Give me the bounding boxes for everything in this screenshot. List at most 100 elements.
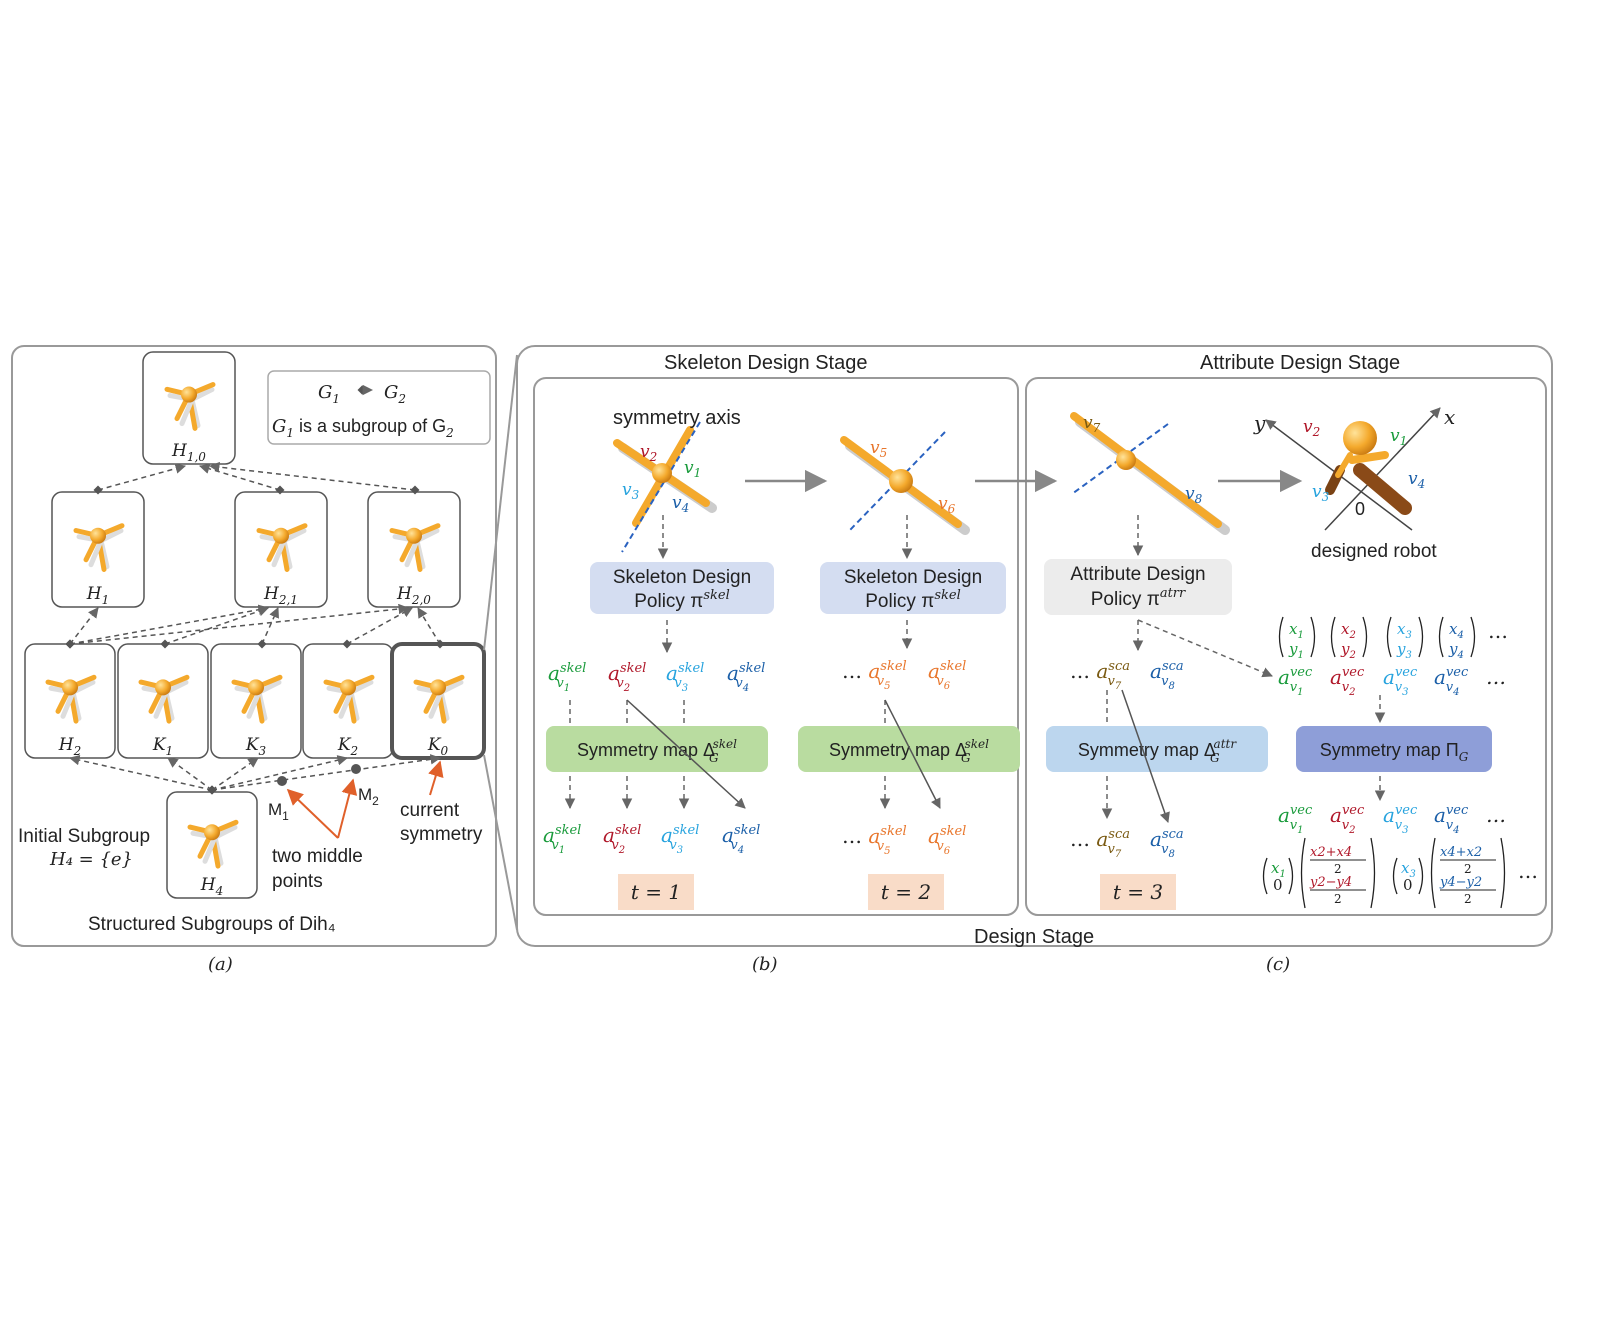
action-vec-v2: avec v2 (1330, 803, 1365, 836)
robot-glyph (256, 523, 308, 572)
map1-text: Symmetry map ΔGskel (577, 737, 737, 765)
action-skel-v6: askel v6 (928, 659, 966, 692)
action-skel-v2: askel v2 (603, 823, 641, 856)
svg-text:2: 2 (1334, 892, 1342, 906)
robot-step2 (840, 431, 970, 535)
zoom-line-bottom (483, 754, 518, 931)
symmetry-map-pi (1296, 726, 1492, 772)
points-label: points (272, 871, 323, 892)
policy2-line2: Policy πskel (865, 588, 960, 612)
vertex-label-v4: v4 (672, 493, 689, 515)
initial-subgroup-label: Initial Subgroup (18, 826, 150, 847)
action-skel-v5: … askel v5 (842, 659, 907, 692)
annotation-arrows (286, 760, 444, 839)
legend-box: G1 G2 G1 is a subgroup of G2 (267, 370, 491, 445)
action-vec-v1: avec v1 (1278, 803, 1313, 836)
action-skel-v1: askel v1 (548, 661, 586, 694)
svg-text:x1: x1 (1289, 620, 1304, 641)
map4-text: Symmetry map ΠG (1320, 740, 1469, 764)
node-label-k1: K1 (152, 735, 173, 758)
action-sca-v7: … asca v7 (1070, 827, 1130, 860)
svg-text:2: 2 (1464, 892, 1472, 906)
flow-arrows (564, 515, 1386, 820)
origin-label: 0 (1355, 499, 1365, 519)
panel-b-label: (b) (752, 954, 778, 975)
action-vec-v4: avec v4 (1434, 803, 1469, 836)
ellipsis: … (1488, 619, 1508, 643)
svg-text:y4−y2: y4−y2 (1439, 875, 1482, 890)
symmetry-map-skel-1 (546, 726, 768, 772)
panel-a-frame (11, 345, 497, 947)
action-skel-v4: askel v4 (722, 823, 760, 856)
svg-text:M1: M1 (268, 800, 289, 823)
vertex-label-v2: v2 (1303, 417, 1320, 439)
robot-glyph (138, 674, 190, 724)
subgroup-node-h4: H4 (166, 791, 258, 899)
robot-step3 (1070, 412, 1230, 535)
robot-glyph (413, 674, 465, 724)
vertex-label-v1: v1 (1390, 426, 1407, 448)
robot-glyph (231, 674, 283, 724)
projected-vector-v3: x30 (1392, 857, 1424, 895)
svg-text:x4: x4 (1449, 620, 1464, 641)
subgroup-node-k2: K2 (302, 643, 394, 759)
svg-text:2: 2 (1464, 862, 1472, 876)
vertex-label-v2: v2 (640, 442, 657, 464)
vertex-label-v3: v3 (1312, 482, 1330, 504)
symmetry-axis-label: symmetry axis (613, 407, 741, 429)
time-step-1: t = 1 (631, 880, 681, 904)
subgroup-node-h10: H1,0 (142, 351, 236, 465)
robot-glyph (73, 523, 125, 572)
vertex-label-v3: v3 (622, 480, 640, 502)
svg-text:x2+x4: x2+x4 (1310, 845, 1352, 860)
design-stage-title: Design Stage (974, 926, 1094, 948)
robot-glyph (187, 819, 239, 869)
panel-a-label: (a) (208, 954, 233, 975)
ellipsis: … (1518, 859, 1538, 883)
svg-text:x4+x2: x4+x2 (1440, 845, 1482, 860)
panel-a-caption: Structured Subgroups of Dih₄ (88, 914, 336, 935)
vertex-label-v5: v5 (870, 438, 887, 460)
map3-text: Symmetry map ΔGattr (1078, 737, 1237, 765)
node-label-k2: K2 (337, 735, 358, 758)
svg-text:M2: M2 (358, 785, 379, 808)
node-label-k3: K3 (245, 735, 267, 758)
svg-text:0: 0 (1273, 876, 1283, 894)
middle-point-m2 (351, 764, 361, 774)
action-sca-v8: asca v8 (1150, 659, 1184, 692)
action-sca-v7: … asca v7 (1070, 659, 1130, 692)
action-vec-v2: avec v2 (1330, 665, 1365, 698)
projected-vector-v1: x10 (1262, 857, 1294, 895)
current-label: current (400, 800, 460, 821)
svg-text:y4: y4 (1448, 640, 1464, 661)
time-step-2: t = 2 (881, 880, 931, 904)
action-skel-v1: askel v1 (543, 823, 581, 856)
svg-text:G1: G1 (318, 382, 340, 406)
action-skel-v6: askel v6 (928, 824, 966, 857)
vertex-label-v6: v6 (938, 494, 956, 516)
skeleton-policy-box-2 (820, 562, 1006, 614)
subgroup-node-h21: H2,1 (234, 491, 328, 608)
svg-text:G2: G2 (384, 382, 406, 406)
design-stage-frame (516, 345, 1553, 947)
symmetry-map-attr (1046, 726, 1268, 772)
action-skel-v5: … askel v5 (842, 824, 907, 857)
svg-text:y3: y3 (1396, 640, 1412, 661)
ellipsis: … (1486, 665, 1506, 689)
policy1-line2: Policy πskel (634, 588, 729, 612)
svg-text:y2: y2 (1340, 640, 1356, 661)
time-box-2 (868, 874, 944, 910)
action-sca-v8: asca v8 (1150, 827, 1184, 860)
node-label-h1: H1 (86, 584, 109, 607)
svg-text:G1 is a subgroup of G2: G1 is a subgroup of G2 (272, 416, 454, 440)
attribute-policy-box (1044, 559, 1232, 615)
subgroup-node-h1: H1 (51, 491, 145, 608)
skeleton-stage-title: Skeleton Design Stage (664, 352, 867, 374)
symmetry-label: symmetry (400, 824, 483, 845)
svg-text:x3: x3 (1397, 620, 1412, 641)
action-vec-v1: avec v1 (1278, 665, 1313, 698)
